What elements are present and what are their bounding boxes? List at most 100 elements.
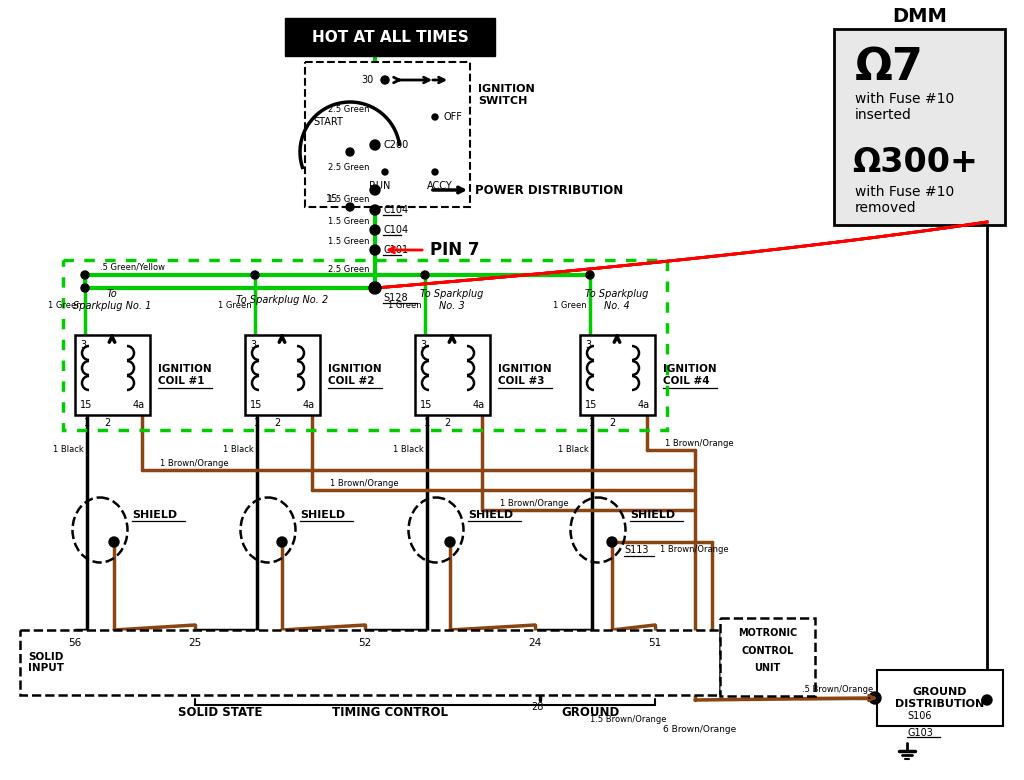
Text: IGNITION
COIL #4: IGNITION COIL #4 (663, 364, 717, 386)
Text: 2: 2 (443, 418, 451, 428)
Circle shape (109, 537, 119, 547)
Circle shape (382, 169, 388, 175)
Text: 1 Black: 1 Black (53, 445, 84, 455)
Text: 1 Brown/Orange: 1 Brown/Orange (160, 459, 228, 467)
Bar (285, 18, 495, 56)
Text: 1 Green: 1 Green (218, 300, 252, 310)
Text: ACCY: ACCY (427, 181, 453, 191)
Circle shape (369, 282, 381, 294)
Bar (245, 335, 319, 415)
Text: 6 Brown/Orange: 6 Brown/Orange (664, 725, 736, 735)
Text: Ω300+: Ω300+ (852, 146, 978, 179)
Text: 1 Green: 1 Green (48, 300, 82, 310)
FancyBboxPatch shape (305, 62, 470, 207)
Text: .5 Brown/Orange: .5 Brown/Orange (803, 686, 873, 694)
Text: C104: C104 (383, 225, 409, 235)
Text: 3: 3 (80, 340, 86, 350)
Text: SOLID STATE: SOLID STATE (178, 707, 262, 719)
Circle shape (421, 271, 429, 279)
Text: 3: 3 (420, 340, 426, 350)
Text: 1.5 Green: 1.5 Green (329, 217, 370, 225)
Text: 3: 3 (585, 340, 591, 350)
Text: IGNITION
COIL #1: IGNITION COIL #1 (158, 364, 212, 386)
Text: S128: S128 (383, 293, 408, 303)
Text: UNIT: UNIT (755, 663, 780, 673)
Text: .5 Green/Yellow: .5 Green/Yellow (100, 263, 165, 271)
Bar (75, 335, 150, 415)
Circle shape (586, 271, 594, 279)
Text: 1.5 Brown/Orange: 1.5 Brown/Orange (590, 715, 667, 725)
Circle shape (370, 245, 380, 255)
Bar (415, 335, 490, 415)
Text: HOT AT ALL TIMES: HOT AT ALL TIMES (311, 30, 468, 44)
Text: 1: 1 (254, 418, 260, 428)
Text: SHIELD: SHIELD (468, 510, 513, 520)
Text: C200: C200 (383, 140, 409, 150)
Circle shape (370, 140, 380, 150)
Text: IGNITION
COIL #3: IGNITION COIL #3 (498, 364, 552, 386)
Text: RUN: RUN (370, 181, 391, 191)
Text: 24: 24 (528, 638, 542, 648)
Text: IGNITION
COIL #2: IGNITION COIL #2 (328, 364, 382, 386)
Text: S106: S106 (907, 711, 932, 721)
Text: To Sparkplug No. 2: To Sparkplug No. 2 (236, 295, 328, 305)
Text: 1 Brown/Orange: 1 Brown/Orange (665, 438, 733, 448)
Circle shape (81, 271, 89, 279)
Text: 1: 1 (589, 418, 595, 428)
Text: G103: G103 (907, 728, 933, 738)
Text: 15: 15 (250, 400, 262, 410)
Text: 4a: 4a (638, 400, 650, 410)
Circle shape (381, 76, 389, 84)
Circle shape (278, 537, 287, 547)
Bar (580, 335, 655, 415)
Text: IGNITION
SWITCH: IGNITION SWITCH (478, 84, 535, 105)
Circle shape (251, 271, 259, 279)
Text: 1 Black: 1 Black (558, 445, 589, 455)
Circle shape (346, 203, 354, 211)
Text: S113: S113 (624, 545, 648, 555)
Text: To Sparkplug
No. 4: To Sparkplug No. 4 (586, 289, 648, 310)
Text: 15: 15 (585, 400, 597, 410)
Circle shape (432, 114, 438, 120)
Text: MOTRONIC: MOTRONIC (738, 628, 797, 638)
Text: 1 Black: 1 Black (393, 445, 424, 455)
Text: DMM: DMM (892, 8, 947, 27)
Text: Ω7: Ω7 (855, 45, 924, 88)
Text: 2.5 Green: 2.5 Green (329, 105, 370, 115)
Circle shape (982, 695, 992, 705)
Text: 4a: 4a (473, 400, 485, 410)
Text: 25: 25 (188, 638, 202, 648)
Text: 2: 2 (103, 418, 111, 428)
Text: C101: C101 (383, 245, 409, 255)
Text: 1 Brown/Orange: 1 Brown/Orange (500, 498, 568, 508)
Text: CONTROL: CONTROL (741, 646, 794, 656)
Text: with Fuse #10
inserted: with Fuse #10 inserted (855, 92, 954, 122)
Text: 1 Black: 1 Black (223, 445, 254, 455)
Bar (63, 260, 667, 430)
Text: 1.5 Green: 1.5 Green (329, 236, 370, 246)
Text: 1: 1 (84, 418, 90, 428)
Text: 15: 15 (420, 400, 432, 410)
Circle shape (432, 169, 438, 175)
Circle shape (445, 537, 455, 547)
Text: with Fuse #10
removed: with Fuse #10 removed (855, 185, 954, 215)
Text: SHIELD: SHIELD (132, 510, 177, 520)
Circle shape (81, 284, 89, 292)
Text: 30: 30 (360, 75, 373, 85)
Text: 1 Green: 1 Green (388, 300, 422, 310)
Text: 2: 2 (609, 418, 615, 428)
FancyBboxPatch shape (834, 29, 1005, 225)
Text: SOLID
INPUT: SOLID INPUT (28, 652, 63, 673)
Circle shape (370, 205, 380, 215)
Circle shape (370, 225, 380, 235)
Text: 3: 3 (250, 340, 256, 350)
Circle shape (869, 692, 881, 704)
Text: 1.5 Green: 1.5 Green (329, 196, 370, 204)
Circle shape (370, 185, 380, 195)
Text: C104: C104 (383, 205, 409, 215)
Text: POWER DISTRIBUTION: POWER DISTRIBUTION (475, 183, 624, 197)
FancyBboxPatch shape (877, 670, 1002, 726)
Text: PIN 7: PIN 7 (430, 241, 479, 259)
Text: 52: 52 (358, 638, 372, 648)
Text: 2.5 Green: 2.5 Green (329, 265, 370, 275)
